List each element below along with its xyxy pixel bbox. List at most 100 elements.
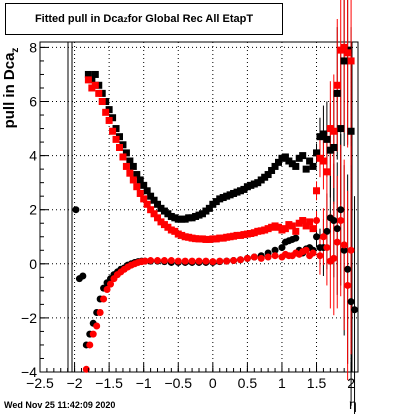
data-point	[292, 234, 300, 242]
data-point	[344, 281, 352, 289]
data-point	[323, 168, 331, 176]
data-point	[288, 222, 296, 230]
data-point	[107, 280, 115, 288]
x-tick-label: 2	[347, 375, 355, 391]
data-point	[347, 57, 355, 65]
data-point	[330, 217, 338, 225]
data-point	[195, 257, 203, 265]
y-axis-label-subscript: z	[10, 47, 21, 53]
x-tick-label: −0.5	[164, 375, 192, 391]
title-suffix: for Global Rec All EtapT	[127, 13, 254, 25]
data-point	[264, 253, 272, 261]
data-point	[126, 169, 134, 177]
data-point	[209, 258, 217, 266]
data-point	[306, 218, 314, 226]
data-point	[313, 149, 321, 157]
data-point	[264, 171, 272, 179]
data-point	[174, 257, 182, 265]
data-point	[95, 89, 103, 97]
data-point	[319, 233, 327, 241]
y-tick-label: 0	[29, 256, 37, 272]
y-tick-label: −4	[21, 364, 37, 380]
data-point	[292, 162, 300, 170]
data-point	[340, 43, 348, 51]
data-point	[147, 257, 155, 265]
data-point	[133, 183, 141, 191]
chart-title: Fitted pull in Dca z for Global Rec All E…	[5, 3, 283, 35]
data-point	[330, 143, 338, 151]
data-point	[275, 158, 282, 166]
data-point	[223, 257, 231, 265]
data-point	[337, 206, 345, 214]
data-point	[230, 257, 238, 265]
data-point	[299, 217, 307, 225]
data-point	[119, 153, 127, 161]
data-point	[140, 195, 148, 203]
grid-lines	[39, 42, 358, 373]
axes: −2.5 −2 −1.5 −1 −0.5 0 0.5 1 1.5 2 −4 −2 0 2 4 6 8	[21, 39, 359, 391]
data-point	[309, 249, 317, 257]
data-point	[72, 206, 80, 214]
date-stamp: Wed Nov 25 11:42:09 2020	[4, 400, 116, 410]
x-tick-label: −1	[136, 375, 152, 391]
data-point	[147, 206, 155, 214]
data-point	[96, 308, 104, 316]
data-point	[278, 244, 286, 252]
data-point	[337, 217, 345, 225]
data-point	[154, 200, 162, 208]
data-point	[313, 233, 321, 241]
y-axis-label: pull in Dcaz	[1, 33, 21, 143]
data-point	[313, 217, 321, 225]
data-point	[330, 254, 338, 262]
x-tick-label: −1.5	[95, 375, 123, 391]
data-point	[309, 225, 317, 233]
data-point	[330, 127, 338, 135]
data-point	[141, 257, 149, 265]
y-tick-label: 4	[29, 148, 37, 164]
data-point	[160, 257, 168, 265]
data-point	[109, 127, 117, 135]
data-point	[84, 76, 92, 84]
data-point	[147, 192, 155, 200]
data-point	[344, 49, 352, 57]
x-tick-label: −2	[67, 375, 83, 391]
data-point	[112, 135, 120, 143]
data-point	[154, 257, 162, 265]
data-point	[344, 265, 352, 273]
data-point	[105, 116, 113, 124]
data-point	[129, 162, 137, 170]
data-point	[316, 252, 324, 260]
data-point	[347, 246, 355, 254]
data-point	[91, 81, 99, 89]
plot-frame	[39, 41, 359, 373]
data-point	[302, 246, 310, 254]
data-point	[103, 286, 111, 293]
data-point	[216, 257, 224, 265]
data-point	[150, 196, 158, 204]
data-point	[89, 330, 97, 338]
x-tick-label: −2.5	[26, 375, 54, 391]
data-point	[257, 254, 265, 262]
title-subscript: z	[123, 14, 128, 24]
data-point	[150, 210, 158, 218]
data-point	[102, 108, 110, 116]
data-point	[313, 187, 321, 195]
x-axis-label: η	[349, 396, 357, 412]
data-point	[86, 341, 94, 349]
data-point	[91, 70, 99, 78]
data-point	[129, 176, 137, 184]
data-point	[84, 70, 92, 78]
data-point	[181, 257, 189, 265]
data-point	[154, 214, 162, 222]
data-point	[309, 162, 317, 170]
data-point	[250, 253, 258, 261]
data-point	[126, 157, 134, 165]
data-point	[100, 295, 108, 303]
data-point	[333, 238, 341, 246]
data-point	[347, 127, 355, 135]
data-point	[351, 306, 359, 314]
data-point	[302, 222, 310, 230]
data-point	[143, 200, 151, 208]
x-tick-label: 1.5	[307, 375, 327, 391]
